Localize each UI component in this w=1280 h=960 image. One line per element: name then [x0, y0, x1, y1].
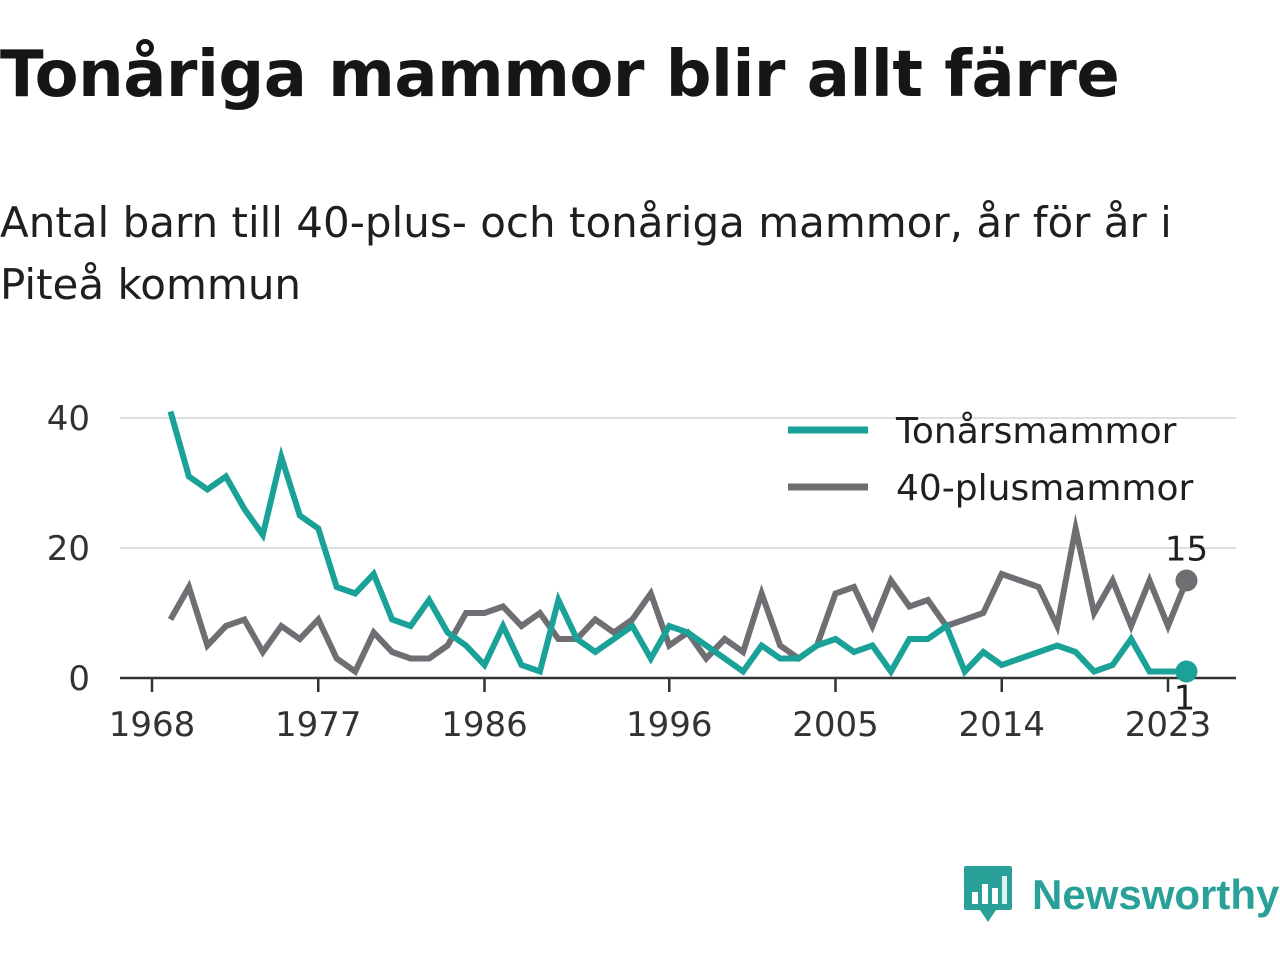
x-tick-label: 2023: [1125, 705, 1212, 745]
series-lines: [167, 410, 1190, 678]
legend: Tonårsmammor 40-plusmammor: [788, 411, 1194, 509]
x-tick-label: 1968: [109, 705, 196, 745]
y-axis-ticks: 0 20 40: [47, 399, 90, 699]
end-value-label: 15: [1165, 530, 1208, 570]
end-point-marker: [1175, 569, 1198, 592]
end-value-label: 1: [1174, 679, 1196, 719]
series-line-40-plusmammor: [167, 513, 1190, 676]
line-chart: 0 20 40 1968 1977 1986 1996 2005 2014 2023 Tonår…: [47, 399, 1236, 745]
chart-title: Tonåriga mammor blir allt färre: [0, 38, 1120, 112]
end-points: 1 15: [1165, 530, 1208, 719]
y-tick-label: 0: [68, 659, 90, 699]
y-tick-label: 20: [47, 529, 90, 569]
end-point-marker: [1175, 660, 1198, 683]
gridlines: [120, 417, 1236, 549]
newsworthy-logo: Newsworthy: [962, 862, 1279, 928]
newsworthy-wordmark: Newsworthy: [1032, 871, 1280, 918]
x-tick-label: 1996: [626, 705, 713, 745]
legend-label: 40-plusmammor: [896, 468, 1194, 509]
chart-subtitle: Antal barn till 40-plus- och tonåriga ma…: [0, 198, 1172, 309]
y-tick-label: 40: [47, 399, 90, 439]
x-tick-label: 1986: [441, 705, 528, 745]
x-tick-label: 1977: [275, 705, 362, 745]
series-line-tonarsmammor: [167, 410, 1187, 678]
x-axis-ticks: 1968 1977 1986 1996 2005 2014 2023: [109, 678, 1212, 745]
legend-label: Tonårsmammor: [895, 411, 1177, 452]
x-tick-label: 2005: [792, 705, 879, 745]
x-tick-label: 2014: [958, 705, 1045, 745]
newsworthy-chart-bubble-icon: [964, 866, 1012, 922]
